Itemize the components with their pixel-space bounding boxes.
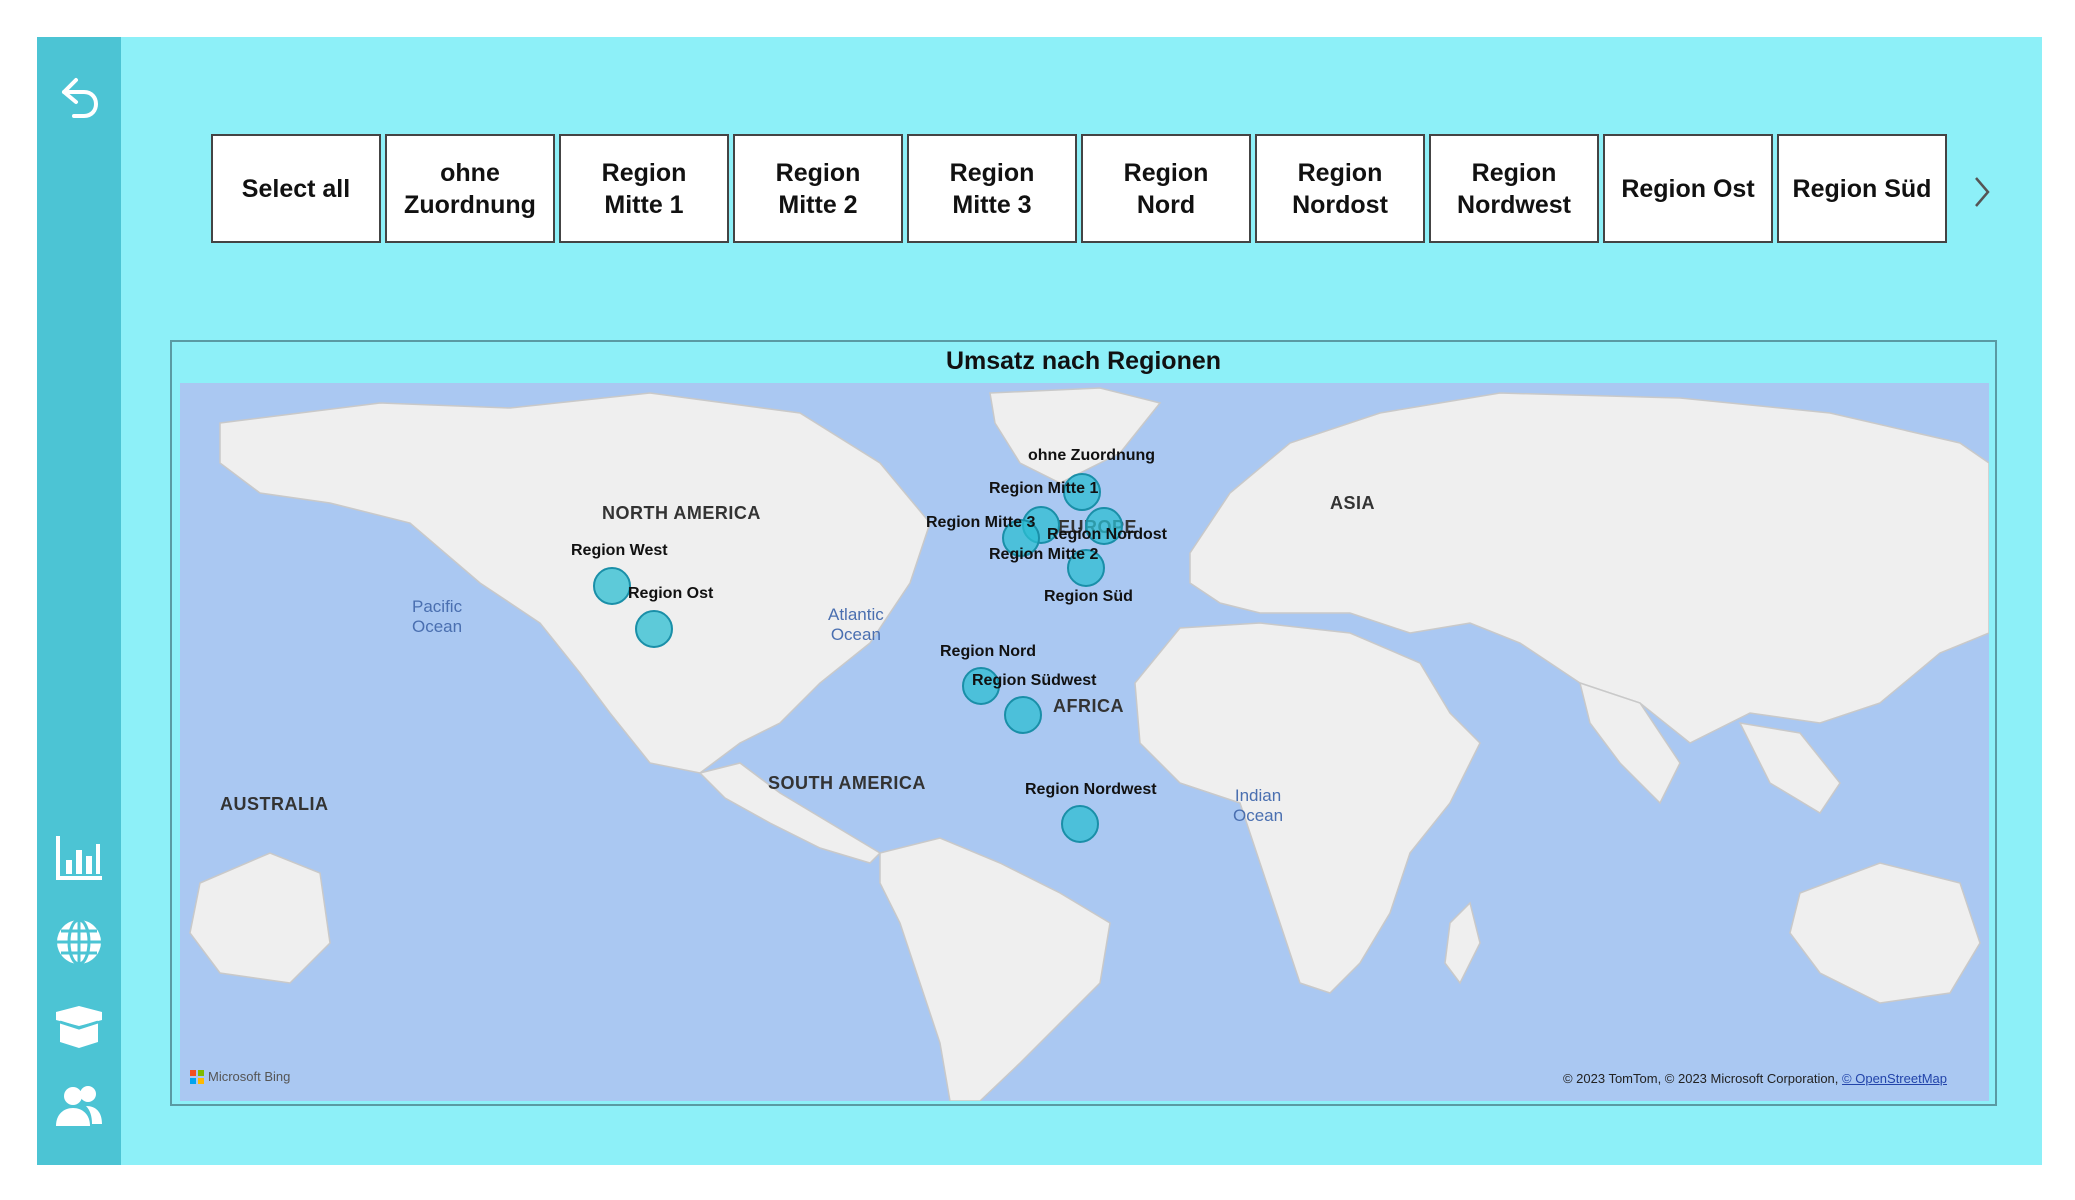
- bing-brand-text: Microsoft Bing: [208, 1069, 291, 1084]
- globe-icon: [57, 918, 101, 966]
- map-visual: Umsatz nach Regionen: [170, 340, 1997, 1106]
- slicer-item-label: Region Nordost: [1292, 158, 1388, 219]
- back-button[interactable]: [49, 65, 109, 125]
- region-label: Region Mitte 2: [989, 546, 1099, 563]
- map-bubble-region-nordost[interactable]: [1085, 507, 1123, 545]
- map-copyright: © 2023 TomTom, © 2023 Microsoft Corporat…: [1563, 1071, 1947, 1086]
- slicer-item-region-mitte-1[interactable]: Region Mitte 1: [559, 134, 729, 243]
- slicer-item-ohne-zuordnung[interactable]: ohne Zuordnung: [385, 134, 555, 243]
- map-bubble-region-nordwest[interactable]: [1061, 805, 1099, 843]
- slicer-item-region-nord[interactable]: Region Nord: [1081, 134, 1251, 243]
- region-label: Region Ost: [628, 585, 714, 602]
- world-map[interactable]: NORTH AMERICA EUROPE ASIA AFRICA SOUTH A…: [180, 383, 1989, 1101]
- region-label: ohne Zuordnung: [1028, 447, 1156, 464]
- nav-products-button[interactable]: [49, 995, 109, 1055]
- copyright-text: © 2023 TomTom, © 2023 Microsoft Corporat…: [1562, 1071, 1839, 1086]
- bar-chart-icon: [56, 836, 102, 880]
- map-bubble-region-mitte-3[interactable]: [1002, 519, 1040, 557]
- region-label: Region Nord: [940, 643, 1036, 660]
- region-label: Region Nordwest: [1025, 781, 1157, 798]
- nav-customers-button[interactable]: [49, 1077, 109, 1137]
- undo-arrow-icon: [62, 78, 99, 118]
- slicer-item-region-nordwest[interactable]: Region Nordwest: [1429, 134, 1599, 243]
- world-map-base: [189, 387, 1989, 1101]
- slicer-item-label: Region Mitte 2: [775, 158, 861, 219]
- map-bubble-region-west[interactable]: [593, 567, 631, 605]
- continent-label: ASIA: [1330, 493, 1376, 513]
- continent-label: NORTH AMERICA: [602, 503, 761, 523]
- slicer-item-label: Region Mitte 3: [949, 158, 1035, 219]
- ocean-label: Indian Ocean: [1233, 786, 1284, 825]
- ocean-label: Atlantic Ocean: [828, 605, 884, 644]
- region-label: Region Süd: [1044, 588, 1133, 605]
- slicer-next-button[interactable]: [1967, 167, 1997, 217]
- nav-map-button[interactable]: [49, 912, 109, 972]
- map-bubble-region-suedwest[interactable]: [1004, 696, 1042, 734]
- slicer-item-label: Region Süd: [1792, 174, 1932, 203]
- ocean-label: Pacific Ocean: [412, 597, 463, 636]
- slicer-item-region-ost[interactable]: Region Ost: [1603, 134, 1773, 243]
- slicer-item-label: Region Nordwest: [1457, 158, 1571, 219]
- slicer-item-region-sued[interactable]: Region Süd: [1777, 134, 1947, 243]
- sidebar: [37, 37, 121, 1165]
- users-icon: [56, 1086, 102, 1126]
- slicer-item-label: ohne Zuordnung: [404, 158, 536, 219]
- region-label: Region West: [571, 542, 668, 559]
- nav-report-button[interactable]: [49, 827, 109, 887]
- map-bubble-ohne-zuordnung[interactable]: [1063, 473, 1101, 511]
- continent-label: AUSTRALIA: [220, 794, 329, 814]
- slicer-item-region-mitte-3[interactable]: Region Mitte 3: [907, 134, 1077, 243]
- region-slicer: Select all ohne Zuordnung Region Mitte 1…: [211, 134, 1947, 247]
- report-canvas: Select all ohne Zuordnung Region Mitte 1…: [37, 37, 2042, 1165]
- region-label: Region Mitte 1: [989, 480, 1099, 497]
- box-icon: [56, 1006, 102, 1048]
- region-label: Region Südwest: [972, 672, 1097, 689]
- openstreetmap-link[interactable]: © OpenStreetMap: [1842, 1071, 1947, 1086]
- region-label: Region Nordost: [1047, 526, 1167, 543]
- slicer-item-region-mitte-2[interactable]: Region Mitte 2: [733, 134, 903, 243]
- slicer-item-label: Region Mitte 1: [601, 158, 687, 219]
- map-bubble-region-nord[interactable]: [962, 667, 1000, 705]
- continent-label: AFRICA: [1053, 696, 1124, 716]
- microsoft-logo-icon: [190, 1069, 204, 1084]
- slicer-item-label: Select all: [241, 174, 351, 203]
- bing-attribution: Microsoft Bing: [190, 1069, 290, 1084]
- continent-label: SOUTH AMERICA: [768, 773, 926, 793]
- slicer-item-label: Region Nord: [1123, 158, 1209, 219]
- slicer-item-label: Region Ost: [1621, 174, 1755, 203]
- chevron-right-icon: [1975, 177, 1990, 207]
- slicer-item-region-nordost[interactable]: Region Nordost: [1255, 134, 1425, 243]
- map-title: Umsatz nach Regionen: [945, 347, 1222, 375]
- map-bubble-region-mitte-2[interactable]: [1067, 549, 1105, 587]
- map-bubble-region-ost[interactable]: [635, 610, 673, 648]
- slicer-item-select-all[interactable]: Select all: [211, 134, 381, 243]
- region-label: Region Mitte 3: [926, 514, 1036, 531]
